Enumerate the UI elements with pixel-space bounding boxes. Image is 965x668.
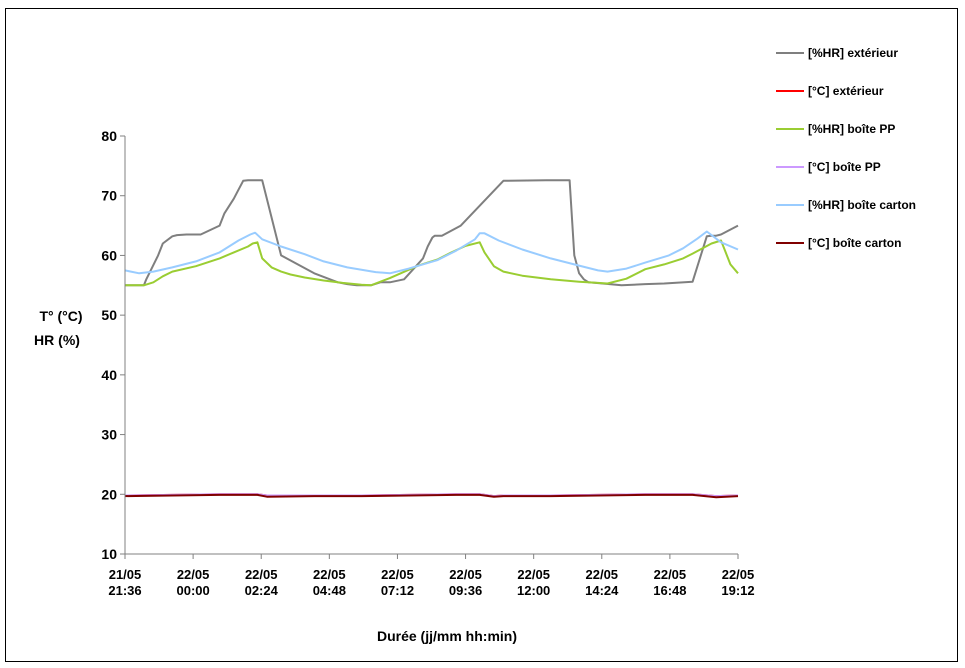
x-tick-label-date-4: 22/05	[381, 567, 414, 582]
legend: [%HR] extérieur [°C] extérieur [%HR] boîte…	[776, 46, 916, 250]
legend-label-4: [%HR] boîte carton	[808, 198, 916, 212]
x-tick-label-time-1: 00:00	[176, 583, 209, 598]
x-axis-title: Durée (jj/mm hh:min)	[377, 628, 517, 644]
x-tick-label-time-6: 12:00	[517, 583, 550, 598]
x-tick-label-date-1: 22/05	[177, 567, 210, 582]
y-tick-label-7: 80	[101, 128, 117, 144]
x-tick-label-date-3: 22/05	[313, 567, 346, 582]
y-tick-label-4: 50	[101, 307, 117, 323]
x-tick-label-date-6: 22/05	[517, 567, 550, 582]
chart-svg: 102030405060708021/0521:3622/0500:0022/0…	[34, 46, 916, 644]
x-tick-label-time-2: 02:24	[245, 583, 279, 598]
x-tick-label-date-7: 22/05	[586, 567, 619, 582]
x-tick-label-date-5: 22/05	[449, 567, 482, 582]
x-tick-label-date-8: 22/05	[654, 567, 687, 582]
legend-label-1: [°C] extérieur	[808, 84, 884, 98]
series-line-4	[124, 230, 739, 275]
x-tick-label-date-0: 21/05	[109, 567, 142, 582]
y-tick-label-0: 10	[101, 546, 117, 562]
legend-label-5: [°C] boîte carton	[808, 236, 901, 250]
y-tick-label-1: 20	[101, 486, 117, 502]
x-tick-label-time-4: 07:12	[381, 583, 414, 598]
legend-label-0: [%HR] extérieur	[808, 46, 898, 60]
y-axis-title-line2: HR (%)	[34, 332, 80, 348]
legend-label-3: [°C] boîte PP	[808, 160, 881, 174]
x-tick-label-time-9: 19:12	[721, 583, 754, 598]
axis-layer: 102030405060708021/0521:3622/0500:0022/0…	[101, 128, 754, 598]
series-line-0	[125, 179, 739, 287]
x-tick-label-time-3: 04:48	[313, 583, 346, 598]
series-line-5	[124, 493, 739, 499]
chart-frame: 10 20 30 40 50 60 70 80 21/05 21:36 22/05 00:00 22/0…	[5, 8, 958, 662]
x-tick-label-time-7: 14:24	[585, 583, 619, 598]
x-tick-label-time-8: 16:48	[653, 583, 686, 598]
x-tick-label-time-0: 21:36	[108, 583, 141, 598]
x-tick-label-date-2: 22/05	[245, 567, 278, 582]
legend-label-2: [%HR] boîte PP	[808, 122, 895, 136]
y-tick-label-6: 70	[101, 188, 117, 204]
y-tick-label-5: 60	[101, 247, 117, 263]
x-tick-label-date-9: 22/05	[722, 567, 755, 582]
y-tick-label-3: 40	[101, 367, 117, 383]
plot-layer	[124, 179, 739, 499]
y-axis-title-line1: T° (°C)	[39, 308, 82, 324]
x-tick-label-time-5: 09:36	[449, 583, 482, 598]
y-tick-label-2: 30	[101, 427, 117, 443]
